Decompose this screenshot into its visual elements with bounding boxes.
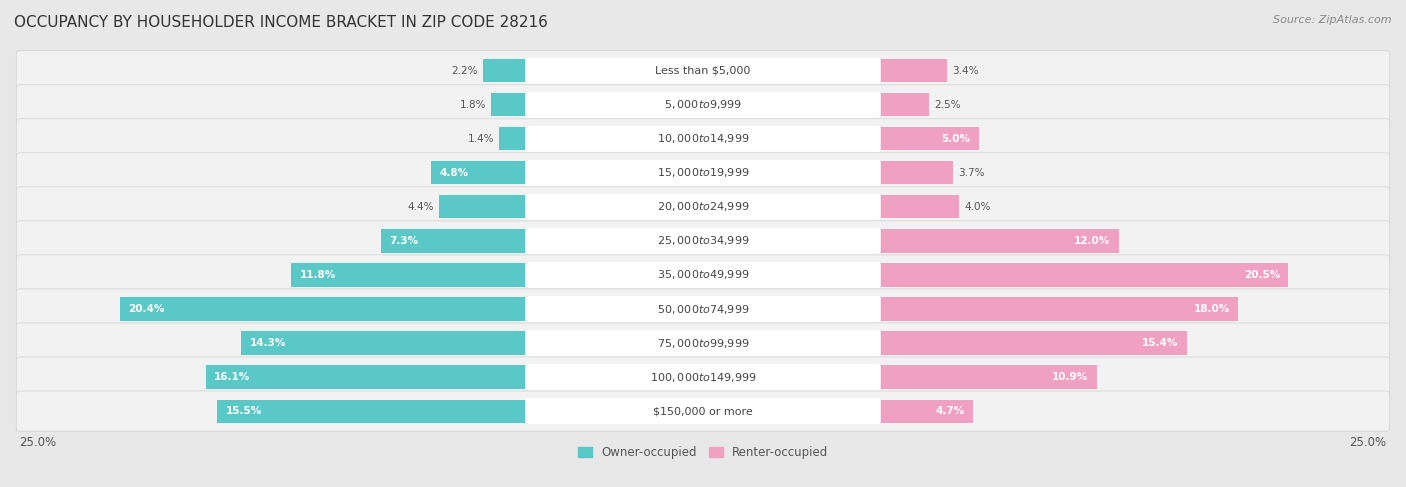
- FancyBboxPatch shape: [526, 364, 880, 390]
- FancyBboxPatch shape: [17, 221, 1389, 261]
- Text: 20.5%: 20.5%: [1244, 270, 1281, 280]
- Bar: [120, 298, 527, 320]
- FancyBboxPatch shape: [526, 296, 880, 322]
- Bar: [218, 399, 527, 423]
- Text: $100,000 to $149,999: $100,000 to $149,999: [650, 371, 756, 384]
- Text: 15.4%: 15.4%: [1142, 338, 1178, 348]
- FancyBboxPatch shape: [17, 357, 1389, 397]
- FancyBboxPatch shape: [17, 323, 1389, 363]
- Bar: [381, 229, 527, 253]
- Text: 3.7%: 3.7%: [957, 168, 984, 178]
- Text: 15.5%: 15.5%: [225, 406, 262, 416]
- Bar: [242, 332, 527, 355]
- Text: $10,000 to $14,999: $10,000 to $14,999: [657, 132, 749, 145]
- Text: 4.4%: 4.4%: [408, 202, 434, 212]
- FancyBboxPatch shape: [526, 262, 880, 288]
- Text: 12.0%: 12.0%: [1074, 236, 1111, 246]
- Bar: [205, 365, 527, 389]
- FancyBboxPatch shape: [17, 187, 1389, 227]
- Bar: [440, 195, 527, 219]
- Text: 2.5%: 2.5%: [934, 100, 960, 110]
- Text: 18.0%: 18.0%: [1194, 304, 1230, 314]
- Text: 4.0%: 4.0%: [965, 202, 990, 212]
- Text: 10.9%: 10.9%: [1052, 372, 1088, 382]
- Bar: [879, 94, 928, 116]
- Text: 16.1%: 16.1%: [214, 372, 250, 382]
- Text: 11.8%: 11.8%: [299, 270, 336, 280]
- Text: 4.7%: 4.7%: [935, 406, 965, 416]
- FancyBboxPatch shape: [526, 228, 880, 254]
- Bar: [879, 127, 979, 150]
- Text: $50,000 to $74,999: $50,000 to $74,999: [657, 302, 749, 316]
- Bar: [484, 59, 527, 82]
- FancyBboxPatch shape: [526, 92, 880, 118]
- Bar: [879, 195, 959, 219]
- Text: 4.8%: 4.8%: [440, 168, 468, 178]
- Text: $20,000 to $24,999: $20,000 to $24,999: [657, 201, 749, 213]
- Text: 25.0%: 25.0%: [20, 435, 56, 449]
- FancyBboxPatch shape: [526, 194, 880, 220]
- Text: $25,000 to $34,999: $25,000 to $34,999: [657, 234, 749, 247]
- Text: 20.4%: 20.4%: [128, 304, 165, 314]
- Bar: [492, 94, 527, 116]
- FancyBboxPatch shape: [17, 289, 1389, 329]
- Bar: [291, 263, 527, 286]
- FancyBboxPatch shape: [526, 398, 880, 424]
- FancyBboxPatch shape: [17, 51, 1389, 91]
- FancyBboxPatch shape: [17, 85, 1389, 125]
- Bar: [879, 229, 1119, 253]
- Bar: [879, 332, 1187, 355]
- Text: 2.2%: 2.2%: [451, 66, 478, 76]
- Bar: [879, 161, 953, 185]
- Text: 14.3%: 14.3%: [250, 338, 285, 348]
- Bar: [432, 161, 527, 185]
- Text: 1.4%: 1.4%: [467, 134, 494, 144]
- FancyBboxPatch shape: [17, 255, 1389, 295]
- FancyBboxPatch shape: [526, 126, 880, 152]
- Text: OCCUPANCY BY HOUSEHOLDER INCOME BRACKET IN ZIP CODE 28216: OCCUPANCY BY HOUSEHOLDER INCOME BRACKET …: [14, 15, 548, 30]
- Bar: [499, 127, 527, 150]
- Text: 1.8%: 1.8%: [460, 100, 486, 110]
- Text: 3.4%: 3.4%: [952, 66, 979, 76]
- Text: 25.0%: 25.0%: [1350, 435, 1386, 449]
- Text: $150,000 or more: $150,000 or more: [654, 406, 752, 416]
- Text: Less than $5,000: Less than $5,000: [655, 66, 751, 76]
- Text: $75,000 to $99,999: $75,000 to $99,999: [657, 337, 749, 350]
- Bar: [879, 399, 973, 423]
- Bar: [879, 365, 1097, 389]
- FancyBboxPatch shape: [526, 330, 880, 356]
- Bar: [879, 263, 1288, 286]
- Bar: [879, 298, 1239, 320]
- Legend: Owner-occupied, Renter-occupied: Owner-occupied, Renter-occupied: [572, 441, 834, 464]
- Text: $35,000 to $49,999: $35,000 to $49,999: [657, 268, 749, 281]
- FancyBboxPatch shape: [526, 58, 880, 84]
- FancyBboxPatch shape: [17, 153, 1389, 193]
- FancyBboxPatch shape: [17, 119, 1389, 159]
- Text: $5,000 to $9,999: $5,000 to $9,999: [664, 98, 742, 112]
- Text: 7.3%: 7.3%: [389, 236, 419, 246]
- Text: $15,000 to $19,999: $15,000 to $19,999: [657, 167, 749, 179]
- FancyBboxPatch shape: [17, 391, 1389, 431]
- FancyBboxPatch shape: [526, 160, 880, 186]
- Bar: [879, 59, 946, 82]
- Text: 5.0%: 5.0%: [942, 134, 970, 144]
- Text: Source: ZipAtlas.com: Source: ZipAtlas.com: [1274, 15, 1392, 25]
